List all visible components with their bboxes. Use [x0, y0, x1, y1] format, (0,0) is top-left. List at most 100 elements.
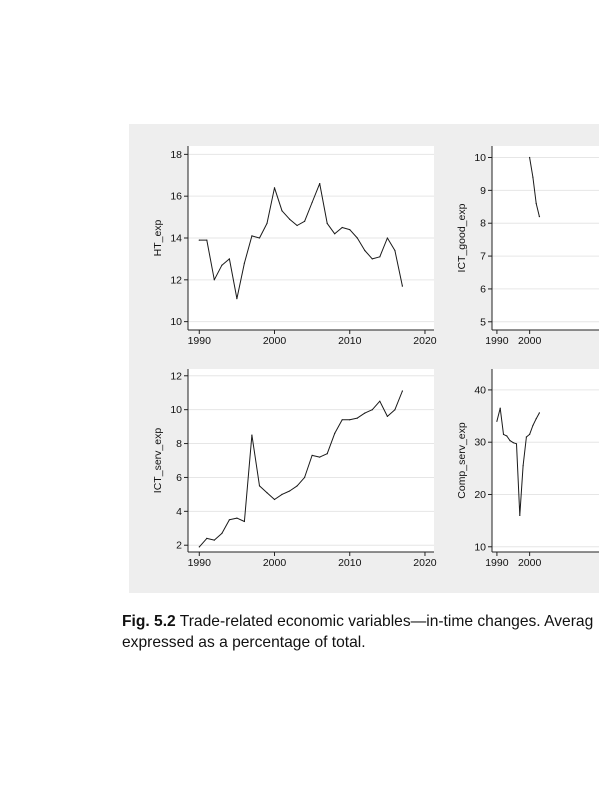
data-point [371, 258, 373, 260]
chart-ict-good-exp: 5 6 7 8 9 10 1990 2000 ICT_good_exp [456, 146, 599, 347]
data-point [243, 262, 245, 264]
x-tick-label: 2020 [413, 557, 437, 569]
series-line [198, 390, 403, 548]
data-point [386, 237, 388, 239]
data-point [236, 298, 238, 300]
series-line [199, 183, 403, 300]
y-axis-title: Comp_serv_exp [456, 422, 468, 499]
y-axis-title: ICT_good_exp [456, 203, 468, 272]
data-point [364, 412, 366, 414]
data-point [496, 420, 498, 422]
x-tick-label: 2000 [518, 335, 542, 347]
data-point [515, 443, 518, 445]
data-point [512, 442, 514, 444]
y-tick-label: 14 [170, 233, 182, 245]
data-point [341, 226, 343, 229]
data-point [349, 419, 351, 421]
data-point [326, 453, 328, 455]
data-point [538, 412, 541, 414]
y-tick-label: 12 [170, 274, 182, 286]
plot-area [492, 369, 599, 552]
data-point [371, 409, 373, 411]
data-point [356, 417, 358, 419]
chart-ht-exp: 10 12 14 16 18 1990 2000 2010 2020 HT_exp [152, 146, 437, 347]
y-tick-label: 40 [474, 384, 486, 396]
x-tick-label: 2020 [413, 335, 437, 347]
data-point [304, 220, 306, 222]
x-tick-label: 2000 [263, 335, 287, 347]
x-tick-label: 1990 [188, 557, 212, 569]
data-point [326, 222, 328, 224]
data-point [228, 258, 230, 260]
data-point [273, 498, 276, 501]
x-tick-label: 1990 [485, 557, 509, 569]
x-tick-label: 1990 [485, 335, 509, 347]
caption-label: Fig. 5.2 [122, 613, 176, 630]
data-point [251, 434, 253, 436]
data-point [213, 539, 215, 541]
y-tick-label: 30 [474, 437, 486, 449]
data-point [519, 514, 521, 517]
data-point [221, 264, 223, 266]
data-point [289, 490, 291, 492]
data-point [532, 176, 534, 178]
y-tick-label: 10 [474, 541, 486, 553]
data-point [538, 216, 541, 218]
y-tick-label: 6 [480, 283, 486, 295]
data-point [319, 456, 321, 458]
data-point [394, 249, 396, 252]
y-tick-label: 7 [480, 251, 486, 263]
data-point [273, 187, 276, 189]
data-point [341, 419, 343, 421]
caption-text-1: Trade-related economic variables—in-time… [179, 613, 594, 630]
y-tick-label: 16 [170, 191, 182, 203]
data-point [506, 435, 508, 437]
data-point [509, 440, 511, 442]
data-point [379, 400, 381, 402]
chart-comp-serv-exp: 10 20 30 40 1990 2000 Comp_serv_exp [456, 369, 599, 569]
data-point [522, 465, 524, 467]
data-point [319, 183, 321, 185]
data-point [535, 202, 537, 205]
data-point [401, 285, 403, 287]
y-tick-label: 6 [176, 472, 182, 484]
data-point [281, 493, 283, 495]
y-axis-title: HT_exp [152, 219, 164, 256]
data-point [221, 532, 223, 535]
y-tick-label: 4 [176, 506, 182, 518]
data-point [213, 279, 215, 281]
data-point [228, 519, 230, 521]
plot-area [188, 369, 434, 552]
y-tick-label: 10 [170, 316, 182, 328]
data-point [198, 239, 200, 241]
y-tick-label: 8 [480, 218, 486, 230]
data-point [364, 249, 366, 252]
data-point [206, 537, 208, 540]
x-tick-label: 1990 [188, 335, 212, 347]
data-point [334, 432, 336, 434]
y-tick-label: 10 [170, 404, 182, 416]
data-point [525, 436, 528, 438]
x-tick-label: 2000 [263, 557, 287, 569]
data-point [289, 218, 291, 220]
data-point [529, 433, 531, 435]
data-point [296, 485, 298, 487]
data-point [296, 224, 298, 227]
data-point [532, 424, 534, 427]
data-point [535, 418, 537, 420]
data-point [502, 433, 505, 435]
data-point [311, 454, 313, 456]
x-tick-label: 2010 [338, 335, 362, 347]
y-tick-label: 12 [170, 370, 182, 382]
plot-area [492, 146, 599, 330]
y-tick-label: 2 [176, 540, 182, 552]
data-point [499, 407, 501, 409]
y-tick-label: 10 [474, 152, 486, 164]
data-point [266, 492, 268, 494]
data-point [401, 390, 403, 392]
data-point [311, 201, 313, 204]
data-point [304, 476, 306, 478]
y-tick-label: 5 [480, 316, 486, 328]
figure-caption: Fig. 5.2 Trade-related economic variable… [122, 611, 599, 653]
